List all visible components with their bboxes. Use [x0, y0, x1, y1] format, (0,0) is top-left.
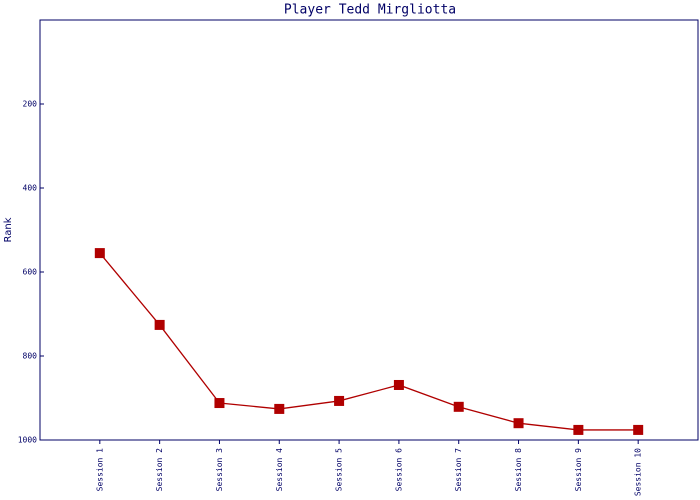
series-line — [99, 252, 639, 431]
x-tick-label: Session 3 — [215, 448, 224, 492]
point — [633, 424, 644, 435]
point — [393, 379, 404, 390]
point — [573, 424, 584, 435]
x-tick-label: Session 10 — [634, 448, 643, 496]
y-axis-label: Rank — [3, 217, 14, 242]
x-tick-label: Session 1 — [95, 448, 104, 492]
point — [453, 401, 464, 412]
point — [94, 248, 105, 259]
x-tick-label: Session 2 — [155, 448, 164, 492]
x-tick-label: Session 6 — [394, 448, 403, 492]
y-tick-label: 400 — [23, 184, 38, 193]
point — [513, 418, 524, 429]
y-tick-label: 800 — [23, 352, 38, 361]
x-tick-label: Session 5 — [335, 448, 344, 492]
plot-frame — [39, 19, 699, 441]
x-tick-label: Session 4 — [275, 448, 284, 492]
x-tick-label: Session 8 — [514, 448, 523, 492]
y-tick-label: 1000 — [18, 436, 37, 445]
y-tick-label: 600 — [23, 268, 38, 277]
point — [274, 403, 285, 414]
x-tick-label: Session 7 — [454, 448, 463, 492]
point — [154, 319, 165, 330]
x-tick-label: Session 9 — [574, 448, 583, 492]
point — [214, 398, 225, 409]
point — [334, 395, 345, 406]
y-tick-label: 200 — [23, 100, 38, 109]
chart-title: Player Tedd Mirgliotta — [284, 3, 456, 18]
